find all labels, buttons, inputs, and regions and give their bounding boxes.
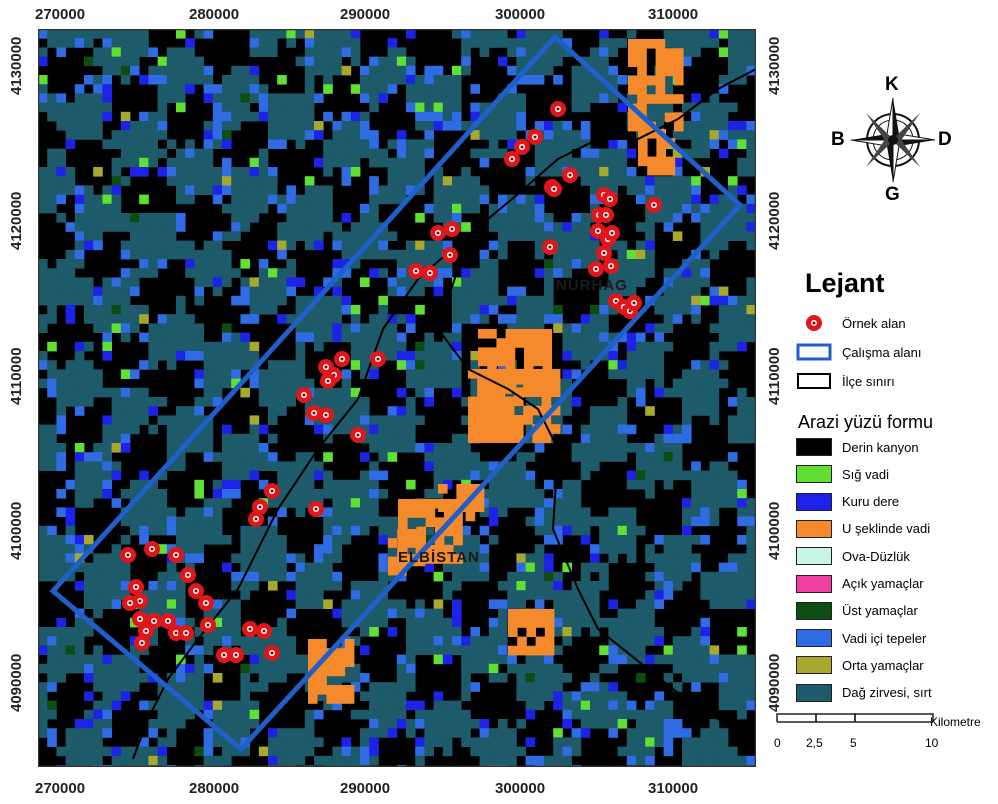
compass-south-label: G — [885, 184, 900, 205]
x-tick-label: 270000 — [35, 6, 86, 23]
x-tick-label: 280000 — [189, 780, 240, 797]
x-tick-label: 280000 — [189, 6, 240, 23]
landform-label: Vadi içi tepeler — [842, 630, 927, 646]
landform-legend-item: Sığ vadi — [796, 463, 889, 485]
landform-swatch — [796, 683, 832, 702]
x-tick-label: 310000 — [648, 780, 699, 797]
scale-bar: 0 2,5 5 10 Kilometre — [770, 712, 981, 752]
landform-swatch — [796, 492, 832, 511]
scale-label: 2,5 — [806, 736, 823, 750]
legend-item-study-area: Çalışma alanı — [796, 341, 921, 363]
landform-legend-item: Ova-Düzlük — [796, 545, 910, 567]
scale-label: 10 — [925, 736, 939, 750]
sample-points — [120, 101, 662, 663]
compass-east-label: D — [938, 129, 952, 150]
landform-swatch — [796, 601, 832, 620]
x-tick-label: 290000 — [340, 6, 391, 23]
legend-label: İlçe sınırı — [842, 373, 895, 389]
landform-label: Ova-Düzlük — [842, 548, 910, 564]
sample-point-icon — [806, 315, 822, 331]
x-tick-label: 290000 — [340, 780, 391, 797]
map-border — [38, 29, 756, 767]
landform-swatch — [796, 465, 832, 484]
legend-title: Lejant — [805, 268, 885, 298]
landform-label: Açık yamaçlar — [842, 576, 924, 591]
landform-legend-item: Vadi içi tepeler — [796, 627, 926, 649]
study-area-polygon — [49, 33, 744, 753]
compass-west-label: B — [831, 129, 845, 150]
landform-legend-item: Açık yamaçlar — [796, 573, 924, 595]
landform-legend-item: Kuru dere — [796, 491, 899, 513]
landform-legend-title: Arazi yüzü formu — [798, 412, 934, 432]
x-tick-label: 300000 — [495, 6, 546, 23]
y-tick-label: 4130000 — [766, 36, 783, 95]
landform-swatch — [796, 629, 832, 648]
place-label-nurhag: NURHAG — [556, 277, 628, 294]
y-tick-label: 4120000 — [8, 191, 25, 250]
study-area-icon — [796, 343, 832, 361]
scale-bar-graphic — [776, 713, 934, 723]
legend-label: Örnek alan — [842, 315, 906, 331]
district-boundary-lines — [132, 68, 756, 760]
legend-item-sample: Örnek alan — [796, 312, 906, 334]
x-tick-label: 270000 — [35, 780, 86, 797]
y-tick-label: 4090000 — [766, 653, 783, 712]
scale-label: 0 — [774, 736, 781, 750]
scale-unit: Kilometre — [930, 715, 981, 729]
x-tick-label: 310000 — [648, 6, 699, 23]
landform-swatch — [796, 438, 832, 456]
district-boundary-icon — [797, 373, 831, 389]
landform-swatch — [796, 656, 832, 675]
landform-swatch — [796, 519, 832, 538]
y-tick-label: 4100000 — [8, 501, 25, 560]
y-tick-label: 4100000 — [766, 501, 783, 560]
x-tick-label: 300000 — [495, 780, 546, 797]
landform-swatch — [796, 574, 832, 593]
landform-label: Sığ vadi — [842, 466, 889, 482]
scale-label: 5 — [850, 736, 857, 750]
landform-label: Kuru dere — [842, 494, 900, 510]
y-tick-label: 4090000 — [8, 653, 25, 712]
y-tick-label: 4110000 — [766, 347, 783, 405]
landform-legend-item: Dağ zirvesi, sırt — [796, 682, 932, 704]
landform-legend-item: Üst yamaçlar — [796, 600, 918, 622]
y-tick-label: 4110000 — [8, 347, 25, 405]
legend-item-district: İlçe sınırı — [796, 370, 895, 392]
landform-legend-item: U şeklinde vadi — [796, 518, 930, 540]
landform-raster-map[interactable] — [38, 29, 756, 767]
landform-label: Orta yamaçlar — [842, 657, 924, 673]
landform-label: Dağ zirvesi, sırt — [842, 685, 932, 701]
compass-north-label: K — [885, 74, 899, 95]
compass-rose-icon — [850, 97, 936, 183]
landform-label: Üst yamaçlar — [842, 603, 918, 619]
landform-legend-item: Orta yamaçlar — [796, 654, 924, 676]
landform-label: U şeklinde vadi — [842, 521, 931, 537]
map-frame[interactable]: NURHAG ELBİSTAN — [38, 29, 756, 767]
place-label-elbistan: ELBİSTAN — [398, 549, 480, 566]
landform-label: Derin kanyon — [842, 439, 919, 455]
landform-legend-item: Derin kanyon — [796, 436, 919, 458]
legend-label: Çalışma alanı — [842, 344, 922, 360]
y-tick-label: 4120000 — [766, 191, 783, 250]
landform-swatch — [796, 547, 832, 566]
compass-rose: K G B D — [828, 74, 958, 210]
y-tick-label: 4130000 — [8, 36, 25, 95]
